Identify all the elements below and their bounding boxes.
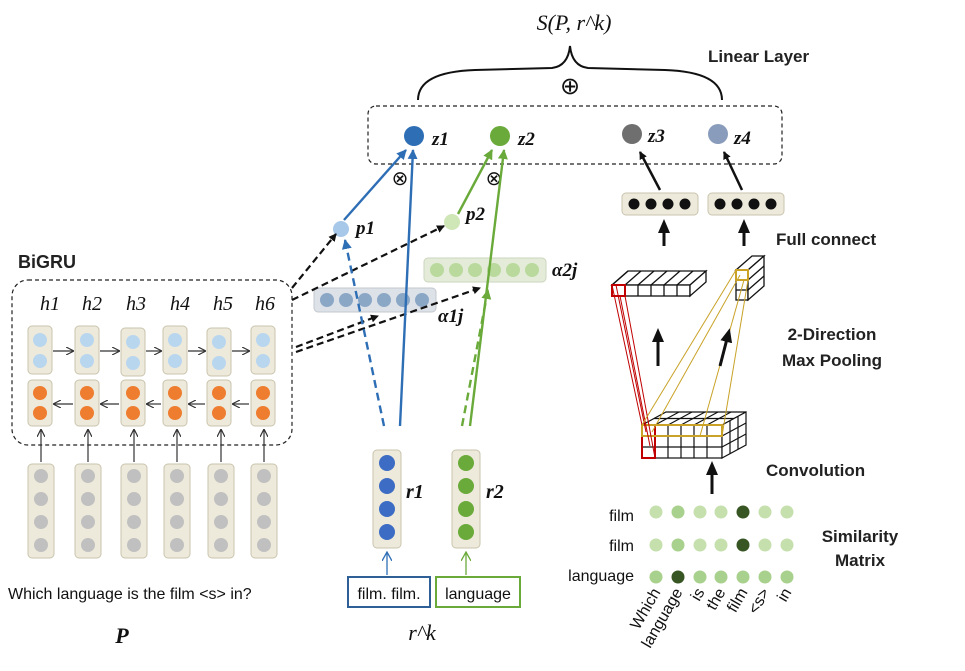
relation-box-1 <box>347 576 431 608</box>
blue-arrows <box>341 149 418 427</box>
attention-dashed-arrows <box>291 225 481 354</box>
z2-node <box>490 126 510 146</box>
similarity-label-line2: Matrix <box>835 551 886 570</box>
pooling-label-line1: 2-Direction <box>788 325 877 344</box>
conv-to-col-pool-arrow <box>718 328 733 367</box>
similarity-matrix-cells <box>649 505 794 584</box>
fc-vector-1 <box>621 192 699 216</box>
rk-symbol: r^k <box>408 620 437 645</box>
full-connect-label: Full connect <box>776 230 876 249</box>
relation-box-2 <box>435 576 521 608</box>
p2-node <box>444 214 460 230</box>
column-pool-highlight <box>735 269 749 281</box>
h1-label: h1 <box>40 293 60 315</box>
similarity-label-line1: Similarity <box>822 527 899 546</box>
otimes-symbol-2: ⊗ <box>486 168 503 190</box>
h3-label: h3 <box>126 293 146 315</box>
input-to-bigru-arrows <box>41 430 264 462</box>
relation-box-1-text: film. film. <box>357 586 420 603</box>
z3-label: z3 <box>647 126 665 147</box>
matrix-col-label-6: <s> <box>745 586 773 618</box>
linear-layer-box <box>367 105 783 165</box>
z4-label: z4 <box>733 128 751 149</box>
linear-layer-label: Linear Layer <box>708 47 809 66</box>
oplus-symbol: ⊕ <box>560 73 580 100</box>
z2-label: z2 <box>517 129 535 150</box>
h2-label: h2 <box>82 293 102 315</box>
h4-label: h4 <box>170 293 190 315</box>
curly-brace <box>417 45 723 101</box>
matrix-col-label-5: film <box>724 586 751 616</box>
bigru-box <box>11 279 293 446</box>
z1-node <box>404 126 424 146</box>
green-arrows <box>456 149 508 427</box>
relation-box-2-text: language <box>445 586 511 603</box>
matrix-row-label-2: film <box>609 538 634 555</box>
pooling-label-line2: Max Pooling <box>782 351 882 370</box>
matrix-column-labels: Which language is the film <s> in <box>628 585 796 651</box>
otimes-symbol-1: ⊗ <box>392 168 409 190</box>
p1-label: p1 <box>354 218 375 239</box>
question-text: Which language is the film <s> in? <box>8 586 252 603</box>
h6-label: h6 <box>255 293 275 315</box>
matrix-row-label-3: language <box>568 568 634 585</box>
p1-node <box>333 221 349 237</box>
alpha1-label: α1j <box>438 306 464 327</box>
conv-row-highlight <box>641 424 723 437</box>
fc2-to-z4-arrow <box>722 151 744 191</box>
z1-label: z1 <box>431 129 449 150</box>
r2-vector <box>451 449 481 549</box>
forward-gru-cells <box>27 325 276 377</box>
r1-label: r1 <box>406 481 424 503</box>
matrix-col-label-7: in <box>775 586 796 605</box>
r1-vector <box>372 449 402 549</box>
question-embeddings <box>27 463 278 559</box>
bigru-label: BiGRU <box>18 252 76 272</box>
matrix-row-label-1: film <box>609 508 634 525</box>
matrix-col-label-4: the <box>704 585 730 613</box>
row-pooled-feature <box>610 269 708 298</box>
fc1-to-z3-arrow <box>638 151 662 191</box>
h5-label: h5 <box>213 293 233 315</box>
p-symbol: P <box>114 623 129 648</box>
z3-node <box>622 124 642 144</box>
r2-label: r2 <box>486 481 504 503</box>
fc-vector-2 <box>707 192 785 216</box>
convolution-label: Convolution <box>766 461 865 480</box>
hidden-labels: h1 h2 h3 h4 h5 h6 <box>40 293 275 315</box>
p2-label: p2 <box>464 204 486 225</box>
alpha2-label: α2j <box>552 260 578 281</box>
backward-gru-cells <box>27 379 276 427</box>
z4-node <box>708 124 728 144</box>
score-label: S(P, r^k) <box>537 10 612 35</box>
